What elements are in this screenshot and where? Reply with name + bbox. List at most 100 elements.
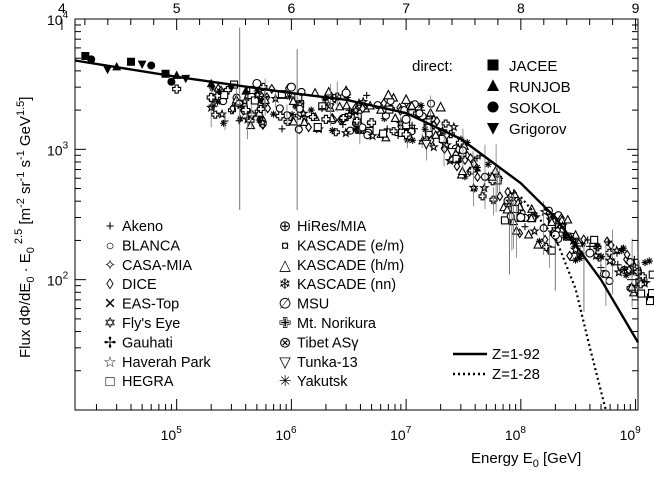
background-point: [389, 127, 398, 136]
direct-legend-label-2: SOKOL: [509, 100, 561, 117]
background-point: [478, 182, 490, 193]
model-legend: Z=1-92 Z=1-28: [450, 340, 570, 383]
background-point: [295, 104, 304, 113]
background-point: [268, 83, 276, 95]
top-tick-label-4: 8: [517, 0, 525, 16]
top-tick-label-3: 7: [402, 0, 410, 16]
legend-symbol-4: ✕: [104, 296, 117, 313]
direct-legend-title: direct:: [412, 58, 453, 75]
point-mt-norikura: [321, 114, 331, 124]
legend-label-1: BLANCA: [122, 238, 180, 254]
background-point: [339, 113, 348, 123]
legend-label-0: Akeno: [122, 219, 163, 235]
background-point: [441, 119, 450, 128]
background-point: [318, 105, 326, 113]
point-jacee: [161, 69, 170, 78]
background-point: [211, 110, 220, 119]
x-tick-label-3: 108: [505, 425, 527, 443]
background-point: [510, 204, 519, 214]
point-kascade-h-m-: [435, 101, 446, 112]
y-axis-label: Flux dΦ/dE0 · E02.5 [m-2 sr-1 s-1 GeV1.5…: [13, 97, 37, 358]
background-point: [288, 95, 298, 106]
point-mt-norikura: [367, 118, 377, 128]
background-point: [250, 96, 259, 105]
background-point: [566, 250, 574, 261]
background-point: [448, 121, 460, 132]
legend-symbol-7: ☆: [103, 354, 116, 371]
legend-symbol-14: ✙: [279, 315, 292, 332]
y-tick-label-0: 102: [47, 271, 69, 289]
point-tunka-13: [446, 148, 458, 159]
legend-symbol-16: ▽: [279, 354, 291, 371]
background-point: [467, 152, 475, 164]
model-legend-label-1: Z=1-28: [492, 366, 540, 383]
legend-symbol-17: ✳: [279, 373, 292, 390]
background-point: [605, 276, 614, 286]
background-point: [256, 104, 265, 114]
background-point: [496, 191, 504, 202]
legend-symbol-2: ✧: [104, 257, 117, 274]
legend-symbol-13: ∅: [278, 296, 291, 313]
point-grigorov: [137, 60, 147, 69]
legend-label-7: Haverah Park: [122, 355, 211, 371]
top-tick-label-1: 5: [173, 0, 181, 16]
background-point: [208, 101, 216, 109]
legend-symbol-3: ◊: [106, 276, 114, 293]
background-point: [278, 125, 286, 133]
background-point: [426, 99, 436, 108]
model-curve-z-1-92: [74, 59, 640, 344]
point-mt-norikura: [275, 111, 285, 121]
background-point: [457, 165, 468, 176]
background-point: [341, 100, 352, 110]
background-point: [500, 216, 509, 225]
direct-legend-label-0: JACEE: [509, 58, 557, 75]
direct-legend-marker-0: [487, 59, 499, 71]
background-point: [430, 129, 441, 139]
background-point: [275, 104, 284, 113]
point-jacee: [81, 52, 90, 61]
direct-legend-label-3: Grigorov: [509, 121, 567, 138]
background-point: [521, 223, 529, 231]
axes: 105 106 107 108 109 4 5 6 7 8 9 102 103 104: [47, 0, 641, 443]
point-hires-mia: [516, 212, 526, 223]
point-blanca: [286, 82, 296, 92]
background-point: [637, 289, 646, 298]
background-point: [285, 93, 293, 101]
background-point: [305, 122, 313, 133]
background-point: [294, 125, 303, 134]
y-tick-label-2: 104: [47, 10, 69, 28]
direct-legend-marker-3: [486, 123, 500, 135]
background-point: [350, 104, 362, 115]
background-point: [288, 116, 299, 126]
background-point: [379, 129, 388, 138]
background-point: [452, 154, 461, 163]
legend-label-17: Yakutsk: [297, 374, 348, 390]
point-mt-norikura: [206, 92, 216, 103]
point-akeno: [613, 260, 622, 269]
direct-legend-label-1: RUNJOB: [509, 79, 571, 96]
legend-label-14: Mt. Norikura: [297, 316, 377, 332]
background-point: [526, 213, 537, 223]
background-point: [487, 171, 497, 181]
background-point: [252, 89, 263, 100]
background-point: [334, 101, 345, 111]
point-mt-norikura: [401, 129, 411, 140]
point-haverah-park: [604, 254, 616, 266]
legend-label-9: HiRes/MIA: [297, 219, 367, 235]
background-point: [255, 116, 263, 124]
data-points: [81, 52, 629, 274]
top-tick-label-5: 9: [632, 0, 640, 16]
x-tick-label-4: 109: [620, 425, 642, 443]
legend-label-13: MSU: [297, 297, 329, 313]
x-tick-label-0: 105: [161, 425, 183, 443]
point-akeno: [585, 242, 594, 251]
background-point: [455, 138, 464, 147]
legend-label-16: Tunka-13: [297, 355, 358, 371]
legend-symbol-8: □: [105, 373, 114, 390]
legend-label-12: KASCADE (nn): [297, 277, 396, 293]
background-point: [383, 125, 391, 133]
background-point: [636, 280, 645, 289]
point-blanca: [252, 78, 262, 89]
background-point: [648, 270, 654, 279]
x-tick-label-2: 107: [390, 425, 412, 443]
